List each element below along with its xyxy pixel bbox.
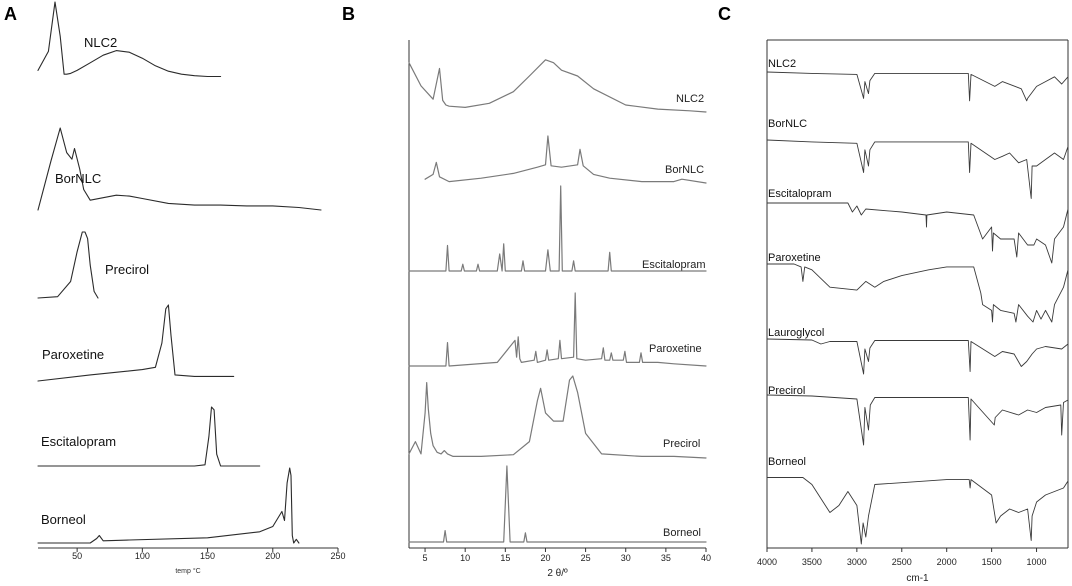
panel-c-series-label-escitalopram: Escitalopram bbox=[768, 188, 832, 200]
panel-c-series-label-paroxetine: Paroxetine bbox=[768, 252, 821, 264]
panel-c-tick-label: 4000 bbox=[757, 557, 777, 567]
panel-c-x-axis-label: cm-1 bbox=[906, 573, 929, 584]
panel-a-trace-precirol bbox=[37, 231, 99, 299]
panel-b-series-label-precirol: Precirol bbox=[663, 438, 700, 450]
panel-b-xrd-chart: 5 10 15 20 25 30 35 40 2 θ/º NLC2 BorNLC Escitalopr… bbox=[408, 40, 711, 579]
panel-b-tick-label: 5 bbox=[423, 553, 428, 563]
panel-a-tick-label: 50 bbox=[72, 551, 82, 561]
panel-b-trace-bornlc bbox=[424, 135, 707, 184]
panel-c-tick-label: 2500 bbox=[892, 557, 912, 567]
panel-b-trace-paroxetine bbox=[408, 292, 707, 367]
panel-b-series-label-borneol: Borneol bbox=[663, 527, 701, 539]
panel-b-tick-label: 35 bbox=[661, 553, 671, 563]
panel-a-dsc-chart: 50 100 150 200 250 temp °C NLC2 BorNLC Precirol P… bbox=[37, 1, 346, 575]
panel-c-tick-label: 3500 bbox=[802, 557, 822, 567]
panel-a-tick-label: 100 bbox=[135, 551, 150, 561]
panel-c-series-label-lauroglycol: Lauroglycol bbox=[768, 327, 824, 339]
panel-c-series-label-precirol: Precirol bbox=[768, 385, 805, 397]
panel-c-series-label-bornlc: BorNLC bbox=[768, 118, 807, 130]
panel-c-trace-bornlc bbox=[766, 139, 1069, 199]
panel-c-series-label-nlc2: NLC2 bbox=[768, 58, 796, 70]
panel-a-x-axis-label: temp °C bbox=[175, 567, 200, 575]
panel-a-label: A bbox=[4, 4, 17, 24]
panel-b-tick-label: 25 bbox=[581, 553, 591, 563]
panel-a-tick-label: 150 bbox=[200, 551, 215, 561]
panel-b-label: B bbox=[342, 4, 355, 24]
panel-a-trace-borneol bbox=[37, 467, 300, 544]
panel-a-series-label-bornlc: BorNLC bbox=[55, 171, 101, 186]
panel-a-series-label-borneol: Borneol bbox=[41, 512, 86, 527]
panel-a-trace-nlc2 bbox=[37, 1, 222, 78]
panel-a-series-label-escitalopram: Escitalopram bbox=[41, 434, 116, 449]
panel-b-series-label-nlc2: NLC2 bbox=[676, 93, 704, 105]
panel-a-tick-label: 250 bbox=[330, 551, 345, 561]
panel-a-trace-bornlc bbox=[37, 127, 322, 211]
panel-a-series-label-paroxetine: Paroxetine bbox=[42, 347, 104, 362]
panel-c-label: C bbox=[718, 4, 731, 24]
panel-b-series-label-bornlc: BorNLC bbox=[665, 164, 704, 176]
panel-b-tick-label: 10 bbox=[460, 553, 470, 563]
panel-c-trace-paroxetine bbox=[766, 263, 1069, 323]
panel-c-tick-label: 1000 bbox=[1027, 557, 1047, 567]
panel-c-tick-label: 2000 bbox=[937, 557, 957, 567]
panel-b-trace-precirol bbox=[408, 375, 707, 459]
panel-b-series-label-paroxetine: Paroxetine bbox=[649, 343, 702, 355]
panel-b-series-label-escitalopram: Escitalopram bbox=[642, 259, 706, 271]
panel-b-trace-escitalopram bbox=[408, 185, 707, 272]
panel-c-ftir-chart: 4000 3500 3000 2500 2000 1500 1000 cm-1 NLC2 BorN… bbox=[757, 39, 1069, 584]
panel-b-tick-label: 40 bbox=[701, 553, 711, 563]
panel-c-trace-borneol bbox=[766, 477, 1069, 545]
panel-b-x-axis-label: 2 θ/º bbox=[547, 568, 568, 579]
panel-c-trace-precirol bbox=[766, 394, 1069, 446]
panel-b-trace-borneol bbox=[408, 465, 707, 543]
panel-a-series-label-precirol: Precirol bbox=[105, 262, 149, 277]
panel-a-trace-paroxetine bbox=[37, 304, 235, 382]
panel-c-tick-label: 3000 bbox=[847, 557, 867, 567]
panel-b-tick-label: 15 bbox=[500, 553, 510, 563]
panel-c-series-label-borneol: Borneol bbox=[768, 456, 806, 468]
panel-c-trace-nlc2 bbox=[766, 71, 1069, 102]
panel-a-series-label-nlc2: NLC2 bbox=[84, 35, 117, 50]
panel-a-tick-label: 200 bbox=[265, 551, 280, 561]
panel-b-trace-nlc2 bbox=[408, 59, 707, 113]
panel-c-tick-label: 1500 bbox=[982, 557, 1002, 567]
panel-a-trace-escitalopram bbox=[37, 406, 261, 467]
panel-b-tick-label: 20 bbox=[540, 553, 550, 563]
panel-c-trace-lauroglycol bbox=[766, 338, 1069, 375]
panel-c-trace-escitalopram bbox=[766, 202, 1069, 264]
panel-b-tick-label: 30 bbox=[621, 553, 631, 563]
